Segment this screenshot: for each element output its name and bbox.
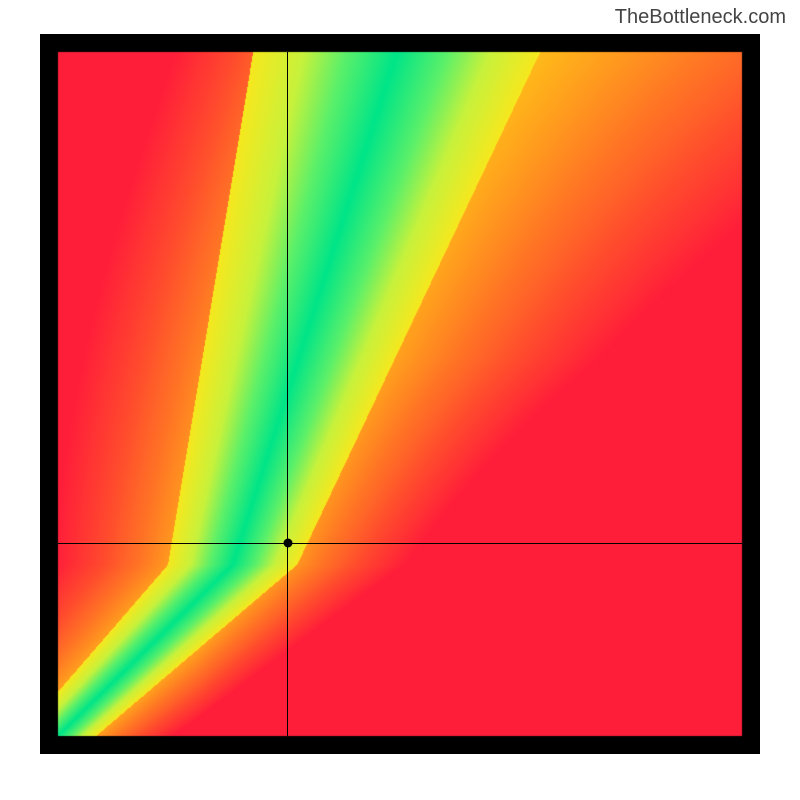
root: TheBottleneck.com <box>0 0 800 800</box>
crosshair-horizontal <box>58 543 742 544</box>
crosshair-marker <box>283 539 292 548</box>
plot-frame <box>40 34 760 754</box>
watermark-text: TheBottleneck.com <box>615 6 786 29</box>
heatmap-canvas <box>40 34 760 754</box>
crosshair-vertical <box>287 52 288 736</box>
